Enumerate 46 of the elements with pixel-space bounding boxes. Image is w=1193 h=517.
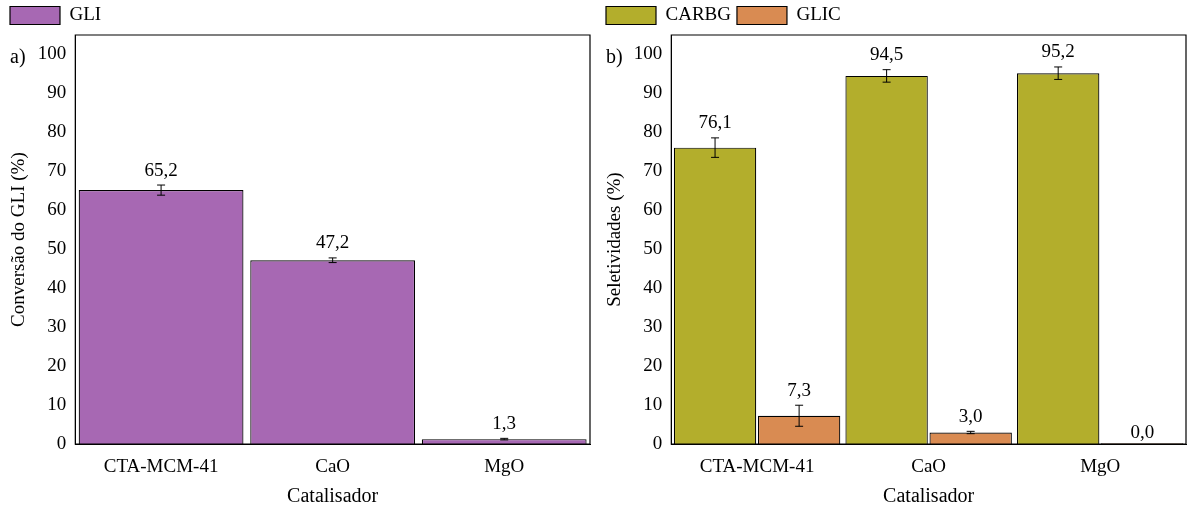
data-label: 47,2: [316, 231, 350, 253]
y-tick-label: 60: [47, 198, 67, 220]
text: b): [606, 45, 623, 69]
y-tick-label: 90: [643, 81, 663, 103]
data-label: 1,3: [492, 411, 517, 433]
x-tick-label: MgO: [484, 454, 525, 476]
y-tick-label: 80: [643, 120, 663, 142]
x-tick-label: CaO: [315, 454, 351, 476]
text: a): [10, 45, 26, 69]
y-tick-label: 30: [643, 315, 663, 337]
y-tick-label: 80: [47, 120, 67, 142]
legend-label: GLI: [69, 3, 102, 25]
y-tick-label: 100: [633, 42, 663, 64]
data-label: 76,1: [698, 111, 732, 133]
x-axis-title: Catalisador: [883, 484, 975, 507]
y-tick-label: 50: [47, 237, 67, 259]
x-axis-title: Catalisador: [287, 484, 379, 507]
y-tick-label: 40: [47, 276, 67, 298]
data-label: 95,2: [1041, 40, 1075, 62]
y-tick-label: 0: [652, 432, 663, 454]
data-label: 7,3: [787, 378, 811, 400]
data-label: 3,0: [958, 404, 983, 426]
y-tick-label: 20: [643, 354, 663, 376]
y-tick-label: 10: [47, 393, 67, 415]
y-axis-title: Conversão do GLI (%): [7, 152, 30, 327]
y-tick-label: 20: [47, 354, 67, 376]
y-tick-label: 0: [56, 432, 67, 454]
y-tick-label: 70: [47, 159, 67, 181]
data-label: 94,5: [869, 43, 904, 65]
x-tick-label: CTA-MCM-41: [103, 454, 219, 476]
data-label: 0,0: [1130, 420, 1155, 442]
x-tick-label: CTA-MCM-41: [699, 454, 815, 476]
y-tick-label: 10: [643, 393, 663, 415]
y-tick-label: 60: [643, 198, 663, 220]
data-label: 65,2: [144, 158, 178, 180]
y-tick-label: 50: [643, 237, 663, 259]
legend-label: CARBG: [665, 3, 732, 25]
y-tick-label: 100: [37, 42, 67, 64]
y-tick-label: 70: [643, 159, 663, 181]
y-tick-label: 90: [47, 81, 67, 103]
x-tick-label: MgO: [1080, 454, 1121, 476]
legend-label: GLIC: [796, 3, 841, 25]
y-tick-label: 30: [47, 315, 67, 337]
x-tick-label: CaO: [911, 454, 947, 476]
y-axis-title: Seletividades (%): [603, 172, 626, 307]
y-tick-label: 40: [643, 276, 663, 298]
